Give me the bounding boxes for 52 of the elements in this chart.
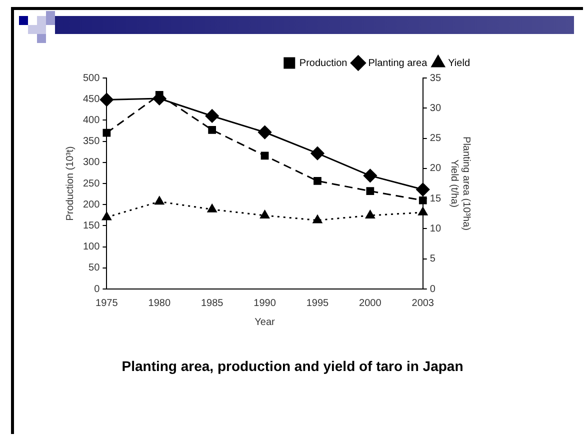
x-tick-label: 1985	[200, 298, 224, 309]
y-tick-label: 0	[94, 284, 100, 295]
y2-tick-label: 0	[430, 284, 436, 295]
point	[102, 128, 111, 137]
y2-tick-label: 5	[430, 254, 436, 265]
x-tick-label: 1995	[306, 298, 330, 309]
y-tick-label: 500	[82, 72, 100, 84]
y-tick-label: 300	[82, 157, 100, 168]
point	[258, 126, 272, 140]
x-tick-label: 1990	[254, 298, 276, 309]
y2-tick-label: 10	[430, 223, 442, 234]
point	[314, 177, 322, 185]
point	[363, 168, 377, 182]
point	[205, 109, 219, 123]
point	[260, 152, 269, 160]
y-axis-title: Production (10³t)	[64, 146, 76, 221]
x-tick-label: 2003	[412, 298, 434, 309]
legend-label: Yield	[448, 58, 470, 69]
point	[100, 92, 114, 106]
y-tick-label: 100	[82, 242, 100, 253]
point	[366, 187, 374, 196]
point	[366, 210, 375, 218]
y-tick-label: 150	[82, 220, 100, 232]
point	[416, 182, 430, 196]
point	[208, 126, 216, 134]
y2-tick-label: 30	[430, 102, 442, 114]
y2-tick-label: 35	[430, 72, 442, 84]
y-tick-label: 200	[82, 199, 100, 210]
y2-tick-label: 15	[430, 193, 442, 204]
point	[418, 196, 427, 204]
point	[102, 212, 112, 220]
text: Planting area, production and yield of taro in Japan	[120, 358, 464, 374]
y-tick-label: 400	[82, 114, 100, 126]
legend-label: Planting area	[368, 58, 428, 69]
y-tick-label: 250	[82, 178, 100, 190]
legend-label: Production	[299, 58, 348, 69]
point	[418, 207, 428, 216]
x-tick-label: 2000	[359, 298, 382, 309]
y2-tick-label: 20	[430, 163, 442, 174]
point	[207, 204, 217, 212]
y-tick-label: 50	[88, 262, 100, 274]
x-tick-label: 1975	[96, 298, 118, 309]
y-tick-label: 450	[82, 94, 100, 105]
point	[312, 215, 322, 224]
y-tick-label: 350	[82, 136, 100, 148]
y2-axis-title: Planting area (10³ha) Yield (t/ha)	[448, 136, 472, 230]
y2-tick-label: 25	[430, 133, 442, 144]
point	[260, 210, 270, 218]
x-axis-title: Year	[254, 316, 276, 328]
x-tick-label: 1980	[148, 298, 171, 309]
point	[310, 146, 324, 160]
point	[154, 196, 164, 205]
